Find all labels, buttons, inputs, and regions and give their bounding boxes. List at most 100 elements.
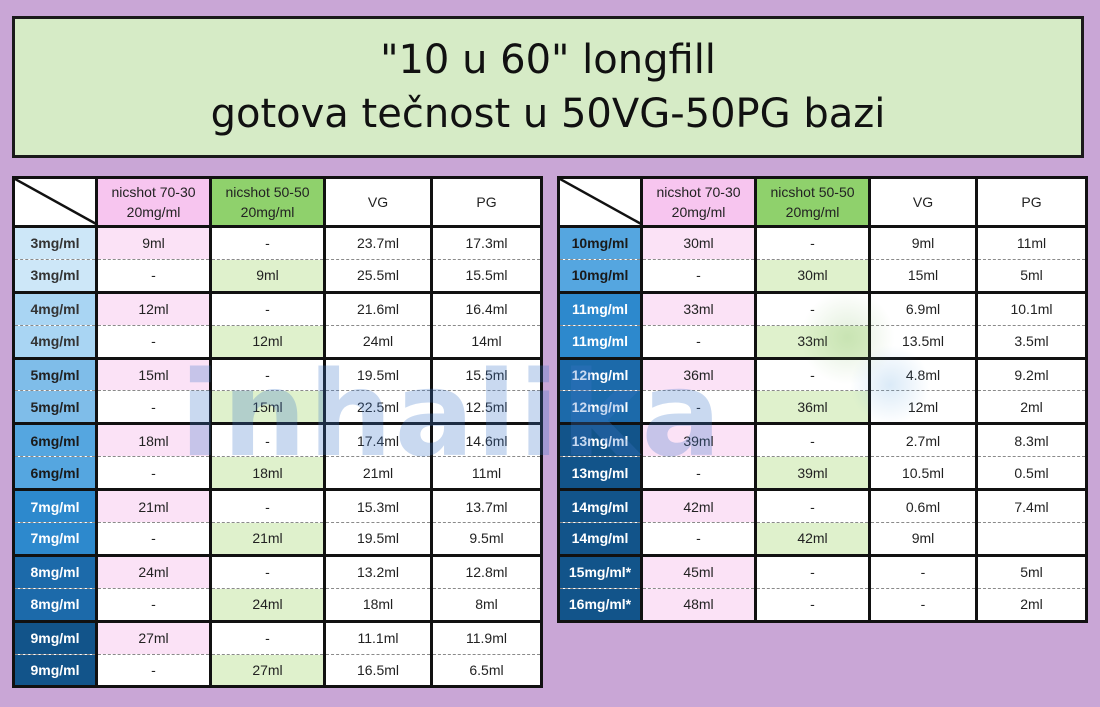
strength-label: 4mg/ml [12,324,98,359]
header-vg: VG [868,177,978,228]
table-row: 4mg/ml 12ml -21.6ml 16.4ml [12,290,543,326]
strength-label: 9mg/ml [12,653,98,688]
nicshot-50-50-cell: 24ml [209,587,326,622]
pg-cell: 0.5ml [975,456,1088,491]
vg-cell: - [868,587,978,622]
table-row: 7mg/ml -21ml 19.5ml 9.5ml [12,522,543,556]
table-row: 6mg/ml -18ml 21ml 11ml [12,456,543,491]
pg-cell: 9.2ml [975,356,1088,392]
table-row: 11mg/ml -33ml 13.5ml 3.5ml [557,324,1088,359]
nicshot-70-30-cell: - [95,587,212,622]
diagonal-divider-icon [16,179,94,224]
strength-label: 14mg/ml [557,522,643,556]
vg-cell: 4.8ml [868,356,978,392]
table-row: 14mg/ml 42ml -0.6ml 7.4ml [557,488,1088,524]
vg-cell: 0.6ml [868,488,978,524]
dosage-table-left: nicshot 70-30 20mg/ml nicshot 50-50 20mg/m… [12,176,543,689]
strength-label: 6mg/ml [12,422,98,458]
header-pg: PG [975,177,1088,228]
vg-cell: 19.5ml [323,522,433,556]
nicshot-50-50-cell: - [209,226,326,260]
table-row: 3mg/ml -9ml 25.5ml 15.5ml [12,258,543,293]
table-header-row: nicshot 70-30 20mg/ml nicshot 50-50 20mg/m… [12,177,543,228]
pg-cell [975,522,1088,556]
table-row: 11mg/ml 33ml -6.9ml 10.1ml [557,290,1088,326]
vg-cell: 21ml [323,456,433,491]
nicshot-50-50-cell: 36ml [754,390,871,425]
nicshot-50-50-cell: - [209,619,326,655]
strength-label: 10mg/ml [557,226,643,260]
nicshot-70-30-cell: - [95,258,212,293]
vg-cell: 18ml [323,587,433,622]
nicshot-50-50-cell: - [754,226,871,260]
nicshot-70-30-cell: 30ml [640,226,757,260]
strength-label: 16mg/ml* [557,587,643,622]
nicshot-50-50-cell: - [209,422,326,458]
nicshot-50-50-cell: 33ml [754,324,871,359]
strength-label: 11mg/ml [557,290,643,326]
nicshot-50-50-cell: 21ml [209,522,326,556]
vg-cell: 13.2ml [323,553,433,589]
vg-cell: 13.5ml [868,324,978,359]
vg-cell: 2.7ml [868,422,978,458]
pg-cell: 5ml [975,553,1088,589]
vg-cell: - [868,553,978,589]
nicshot-50-50-cell: 18ml [209,456,326,491]
table-row: 13mg/ml -39ml 10.5ml 0.5ml [557,456,1088,491]
table-row: 10mg/ml 30ml -9ml 11ml [557,226,1088,260]
header-nicshot-70-30: nicshot 70-30 20mg/ml [640,177,757,228]
table-row: 14mg/ml -42ml 9ml [557,522,1088,556]
nicshot-70-30-cell: 39ml [640,422,757,458]
header-vg: VG [323,177,433,228]
nicshot-70-30-cell: 9ml [95,226,212,260]
vg-cell: 15.3ml [323,488,433,524]
title-line-1: "10 u 60" longfill [380,37,716,83]
pg-cell: 2ml [975,390,1088,425]
nicshot-50-50-cell: 30ml [754,258,871,293]
vg-cell: 22.5ml [323,390,433,425]
vg-cell: 15ml [868,258,978,293]
nicshot-50-50-cell: - [754,290,871,326]
pg-cell: 12.8ml [430,553,543,589]
pg-cell: 5ml [975,258,1088,293]
nicshot-70-30-cell: 18ml [95,422,212,458]
title-banner: "10 u 60" longfill gotova tečnost u 50VG… [12,16,1084,158]
table-row: 3mg/ml 9ml -23.7ml 17.3ml [12,226,543,260]
strength-label: 12mg/ml [557,390,643,425]
strength-label: 13mg/ml [557,456,643,491]
nicshot-50-50-cell: - [754,587,871,622]
vg-cell: 21.6ml [323,290,433,326]
strength-label: 4mg/ml [12,290,98,326]
strength-label: 5mg/ml [12,390,98,425]
strength-label: 11mg/ml [557,324,643,359]
vg-cell: 6.9ml [868,290,978,326]
strength-label: 15mg/ml* [557,553,643,589]
nicshot-70-30-cell: - [640,390,757,425]
nicshot-70-30-cell: - [95,653,212,688]
nicshot-50-50-cell: 39ml [754,456,871,491]
nicshot-70-30-cell: - [95,456,212,491]
header-nicshot-50-50: nicshot 50-50 20mg/ml [209,177,326,228]
nicshot-50-50-cell: 42ml [754,522,871,556]
table-row: 9mg/ml -27ml 16.5ml 6.5ml [12,653,543,688]
nicshot-50-50-cell: 9ml [209,258,326,293]
nicshot-70-30-cell: - [640,522,757,556]
nicshot-70-30-cell: - [640,324,757,359]
nicshot-50-50-cell: 12ml [209,324,326,359]
nicshot-70-30-cell: 36ml [640,356,757,392]
pg-cell: 12.5ml [430,390,543,425]
pg-cell: 10.1ml [975,290,1088,326]
nicshot-70-30-cell: 42ml [640,488,757,524]
pg-cell: 11.9ml [430,619,543,655]
nicshot-50-50-cell: - [209,290,326,326]
nicshot-70-30-cell: - [95,390,212,425]
title-line-2: gotova tečnost u 50VG-50PG bazi [210,91,886,137]
strength-label: 8mg/ml [12,587,98,622]
nicshot-50-50-cell: - [209,356,326,392]
pg-cell: 11ml [430,456,543,491]
header-pg: PG [430,177,543,228]
strength-label: 5mg/ml [12,356,98,392]
header-nicshot-50-50: nicshot 50-50 20mg/ml [754,177,871,228]
table-row: 6mg/ml 18ml -17.4ml 14.6ml [12,422,543,458]
table-row: 8mg/ml 24ml -13.2ml 12.8ml [12,553,543,589]
